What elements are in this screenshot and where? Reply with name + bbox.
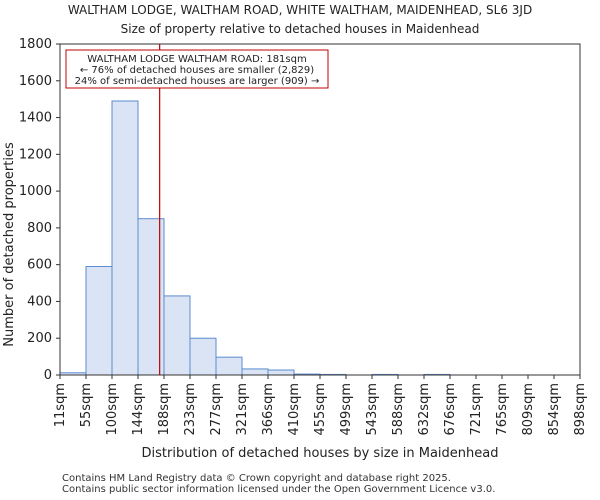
x-tick-label: 676sqm [443,383,458,436]
y-tick-label: 0 [44,368,52,383]
x-tick-label: 854sqm [547,383,562,436]
y-axis-title: Number of detached properties [2,142,17,347]
footer-licence: Contains public sector information licen… [62,484,496,495]
histogram-bar [241,368,269,376]
x-tick-label: 765sqm [495,383,510,436]
x-tick-label: 11sqm [53,383,68,427]
histogram-bar [111,100,139,376]
annotation-text-line: 24% of semi-detached houses are larger (… [75,76,320,87]
histogram-bar [163,295,191,376]
y-tick-label: 1600 [19,74,52,89]
annotation-text-line: ← 76% of detached houses are smaller (2,… [80,65,314,76]
y-tick-label: 200 [27,331,52,346]
y-tick-label: 1800 [19,37,52,52]
x-tick-label: 233sqm [183,383,198,436]
x-tick-label: 632sqm [417,383,432,436]
x-axis-title: Distribution of detached houses by size … [142,446,499,461]
y-tick-label: 1400 [19,111,52,126]
histogram-bar [85,266,113,376]
y-tick-label: 600 [27,258,52,273]
y-tick-label: 400 [27,294,52,309]
x-tick-label: 499sqm [339,383,354,436]
histogram-bar [267,369,295,376]
x-tick-label: 100sqm [105,383,120,436]
x-tick-label: 277sqm [209,383,224,436]
y-tick-label: 1000 [19,184,52,199]
y-tick-label: 800 [27,221,52,236]
x-tick-label: 898sqm [573,383,588,436]
x-tick-label: 543sqm [365,383,380,436]
chart-title-line2: Size of property relative to detached ho… [120,22,480,36]
x-tick-label: 366sqm [261,383,276,436]
x-tick-label: 321sqm [235,383,250,436]
footer-copyright: Contains HM Land Registry data © Crown c… [62,473,451,484]
y-tick-label: 1200 [19,147,52,162]
axes-frame [59,43,581,376]
x-tick-label: 455sqm [313,383,328,436]
x-tick-label: 721sqm [469,383,484,436]
x-tick-label: 55sqm [79,383,94,427]
x-tick-label: 588sqm [391,383,406,436]
annotation-box [65,49,329,89]
histogram-bar [189,337,217,376]
x-tick-label: 144sqm [131,383,146,436]
x-tick-label: 809sqm [521,383,536,436]
chart-title-line1: WALTHAM LODGE, WALTHAM ROAD, WHITE WALTH… [67,3,533,17]
x-tick-label: 188sqm [157,383,172,436]
annotation-text-line: WALTHAM LODGE WALTHAM ROAD: 181sqm [87,54,306,65]
histogram-bar [215,356,243,376]
x-tick-label: 410sqm [287,383,302,436]
